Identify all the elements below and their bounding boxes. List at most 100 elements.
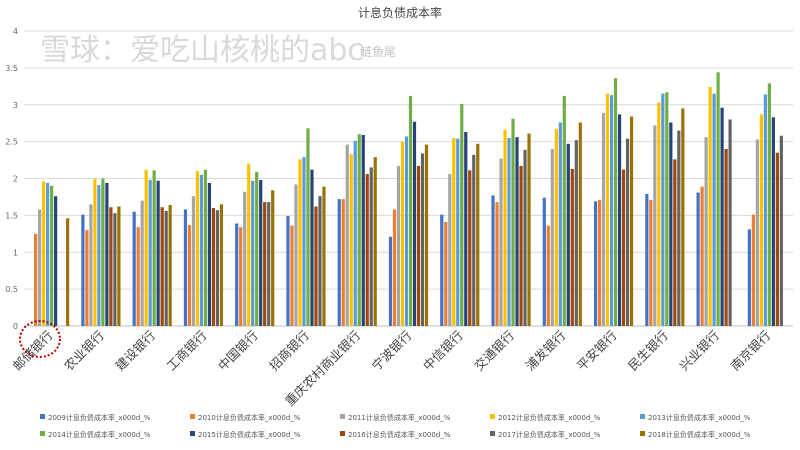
bar xyxy=(400,141,405,326)
bar xyxy=(298,159,302,326)
bar xyxy=(460,104,464,326)
bar xyxy=(755,139,759,326)
x-tick-label: 南京银行 xyxy=(728,328,774,374)
legend-swatch xyxy=(340,414,345,419)
bar xyxy=(700,186,704,326)
x-tick-label: 兴业银行 xyxy=(676,328,722,374)
x-tick-label: 招商银行 xyxy=(266,328,312,374)
bar xyxy=(46,182,50,326)
bar xyxy=(677,130,681,326)
y-tick-label: 0 xyxy=(13,322,18,331)
bar xyxy=(271,190,275,326)
bar xyxy=(617,114,622,327)
bar xyxy=(89,204,93,326)
bar xyxy=(203,169,208,326)
bar xyxy=(113,213,117,326)
bar xyxy=(708,87,712,326)
bar xyxy=(621,169,626,326)
y-tick-label: 0.5 xyxy=(5,285,18,294)
x-tick-label: 建设银行 xyxy=(112,328,158,374)
gridlines xyxy=(24,30,793,327)
bar xyxy=(424,144,429,326)
bar xyxy=(720,107,724,326)
bar xyxy=(554,129,558,326)
bar xyxy=(267,202,271,326)
bar xyxy=(183,209,188,326)
bar xyxy=(215,210,220,326)
bar xyxy=(515,137,519,326)
bar xyxy=(669,122,673,326)
x-tick-label: 民生银行 xyxy=(625,328,671,374)
watermark-text: 雪球：爱吃山核桃的abc xyxy=(40,33,364,68)
legend-swatch xyxy=(490,414,495,419)
x-tick-label: 工商银行 xyxy=(164,328,210,374)
bar xyxy=(645,193,649,326)
bar xyxy=(625,138,630,326)
bar xyxy=(527,133,531,326)
bar xyxy=(519,165,523,326)
bar xyxy=(361,134,365,326)
bar xyxy=(412,121,417,327)
bar xyxy=(562,95,566,327)
highlight-circle xyxy=(19,320,61,358)
bar xyxy=(322,186,326,326)
bar xyxy=(388,236,393,326)
bar xyxy=(251,180,255,326)
bar xyxy=(93,179,97,326)
bar xyxy=(144,169,148,326)
legend-swatch xyxy=(190,431,195,436)
bar xyxy=(712,93,716,326)
bar xyxy=(476,143,480,326)
bar xyxy=(570,168,574,326)
legend-swatch xyxy=(640,431,645,436)
bar xyxy=(728,119,732,326)
bar xyxy=(507,137,511,326)
bar xyxy=(704,137,708,326)
x-tick-label: 交通银行 xyxy=(471,328,517,374)
legend-label: 2013计息负债成本率_x000d_% xyxy=(648,413,751,422)
bar xyxy=(546,225,550,326)
y-tick-label: 2 xyxy=(13,175,18,184)
bar xyxy=(160,207,164,326)
bar xyxy=(550,149,554,326)
bar xyxy=(349,154,353,326)
x-tick-label: 中国银行 xyxy=(215,328,261,374)
bar xyxy=(117,206,121,326)
legend-swatch xyxy=(340,431,345,436)
bar xyxy=(696,192,700,326)
legend-swatch xyxy=(490,431,495,436)
x-tick-label: 农业银行 xyxy=(61,328,107,374)
bar xyxy=(601,112,606,326)
bar xyxy=(613,78,618,326)
bar xyxy=(318,196,322,326)
bar xyxy=(66,218,70,326)
chart-title: 计息负债成本率 xyxy=(358,5,442,20)
bar xyxy=(97,185,101,326)
legend-label: 2009计息负债成本率_x000d_% xyxy=(48,413,151,422)
bar xyxy=(54,196,58,326)
x-tick-label: 邮储银行 xyxy=(10,328,56,374)
bar xyxy=(775,152,779,326)
bar xyxy=(499,158,503,326)
bar xyxy=(369,167,373,326)
bar xyxy=(609,95,614,326)
bar xyxy=(235,223,239,326)
y-tick-label: 3.5 xyxy=(5,64,18,73)
bar xyxy=(148,179,152,326)
bar xyxy=(50,185,54,326)
bar xyxy=(34,233,38,326)
bar xyxy=(404,136,409,326)
legend-swatch xyxy=(640,414,645,419)
bar xyxy=(629,116,634,326)
bar xyxy=(495,202,499,326)
bar xyxy=(653,125,657,327)
bar xyxy=(199,174,204,326)
bar xyxy=(503,129,507,326)
bar xyxy=(191,196,196,326)
bar xyxy=(448,174,452,326)
x-tick-label: 平安银行 xyxy=(574,328,620,374)
bar xyxy=(574,140,578,326)
legend-swatch xyxy=(190,414,195,419)
bar xyxy=(392,209,397,326)
bar xyxy=(42,181,46,326)
